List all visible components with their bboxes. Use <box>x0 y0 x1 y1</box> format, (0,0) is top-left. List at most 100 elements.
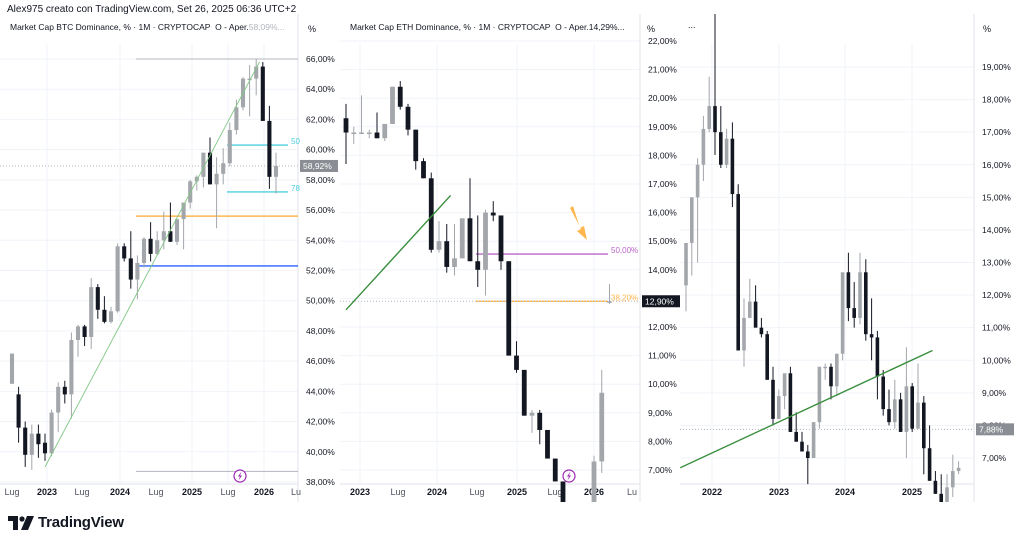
price-axis[interactable]: 19,00% 18,00% 17,00% 16,00% 15,00% 14,00% 13,0… <box>982 62 1011 463</box>
candle-bullish[interactable] <box>254 59 259 96</box>
candlestick-chart-btc[interactable]: 66,00% 64,00% 62,00% 60,00% 58,00% 56,00% 54,0… <box>0 14 340 502</box>
candle-bullish[interactable] <box>904 347 909 458</box>
time-axis[interactable]: Lug 2023 Lug 2024 Lug 2025 Lug 2026 Lu <box>4 487 301 497</box>
candle-bearish[interactable] <box>545 429 550 459</box>
candle-bearish[interactable] <box>506 261 512 356</box>
candle-bearish[interactable] <box>806 444 810 485</box>
candle-bearish[interactable] <box>397 81 403 110</box>
candle-bullish[interactable] <box>359 95 364 135</box>
chart-panel-eth-dominance[interactable]: Market Cap ETH Dominance, % · 1M · CRYPT… <box>340 14 696 502</box>
time-axis[interactable]: 2022 2023 2024 2025 <box>702 487 922 497</box>
candle-bullish[interactable] <box>115 243 120 313</box>
candle-bullish[interactable] <box>161 211 166 250</box>
candle-bearish[interactable] <box>122 243 127 262</box>
candle-bearish[interactable] <box>933 471 938 494</box>
candle-bullish[interactable] <box>742 298 746 367</box>
candle-bullish[interactable] <box>436 221 442 253</box>
candle-bearish[interactable] <box>560 481 566 502</box>
candle-bearish[interactable] <box>62 380 67 404</box>
candle-bearish[interactable] <box>875 330 880 400</box>
candle-bearish[interactable] <box>869 298 874 361</box>
candle-bearish[interactable] <box>736 184 740 351</box>
candle-bearish[interactable] <box>713 14 717 155</box>
price-axis[interactable]: 66,00% 64,00% 62,00% 60,00% 58,00% 56,00% 54,0… <box>306 54 335 487</box>
candle-bullish[interactable] <box>390 86 395 124</box>
candle-bullish[interactable] <box>214 157 219 229</box>
candle-bullish[interactable] <box>707 76 711 133</box>
candle-bearish[interactable] <box>16 386 21 443</box>
chart-legend-title[interactable]: Market Cap ETH Dominance, % · 1M · CRYPT… <box>350 22 625 32</box>
candle-bullish[interactable] <box>181 202 186 250</box>
candle-bullish[interactable] <box>951 454 955 498</box>
candle-bearish[interactable] <box>168 202 173 242</box>
candle-bullish[interactable] <box>840 272 845 361</box>
candle-bullish[interactable] <box>155 231 160 256</box>
candle-bullish[interactable] <box>591 455 597 502</box>
more-options-icon[interactable]: ... <box>688 20 696 30</box>
candle-bullish[interactable] <box>748 278 752 318</box>
candle-bullish[interactable] <box>273 152 279 194</box>
candle-bearish[interactable] <box>148 222 153 262</box>
candlestick-chart-eth[interactable]: 22,00% 21,00% 20,00% 19,00% 18,00% 17,00% 16,0… <box>340 14 680 502</box>
candle-bearish[interactable] <box>428 172 434 253</box>
candle-bearish[interactable] <box>521 369 527 416</box>
candle-bearish[interactable] <box>788 366 793 432</box>
candle-bullish[interactable] <box>483 209 488 296</box>
candle-bearish[interactable] <box>374 112 380 139</box>
candle-bullish[interactable] <box>811 422 816 458</box>
candle-bullish[interactable] <box>607 284 612 305</box>
candle-bullish[interactable] <box>777 389 781 419</box>
candle-bullish[interactable] <box>247 65 252 117</box>
arrow-annotation-icon[interactable] <box>570 206 587 240</box>
candle-bullish[interactable] <box>956 461 961 475</box>
chart-legend-title[interactable]: Market Cap BTC Dominance, % · 1M · CRYPT… <box>10 22 285 32</box>
candle-bearish[interactable] <box>829 363 833 400</box>
candle-bearish[interactable] <box>719 106 723 169</box>
candle-bearish[interactable] <box>537 409 543 445</box>
candle-bullish[interactable] <box>9 353 15 384</box>
candle-bullish[interactable] <box>108 306 114 324</box>
candle-bullish[interactable] <box>69 332 74 419</box>
candle-bearish[interactable] <box>475 215 481 287</box>
candlestick-chart-third[interactable]: 19,00% 18,00% 17,00% 16,00% 15,00% 14,00% 13,0… <box>680 14 1024 502</box>
trend-line[interactable] <box>345 194 452 311</box>
candle-bullish[interactable] <box>529 409 535 433</box>
candle-bullish[interactable] <box>916 363 920 429</box>
candle-bearish[interactable] <box>82 324 87 347</box>
candle-bearish[interactable] <box>552 458 558 482</box>
candle-bearish[interactable] <box>490 201 496 222</box>
candle-bearish[interactable] <box>405 103 411 136</box>
candle-bearish[interactable] <box>498 215 504 270</box>
candle-bearish[interactable] <box>939 474 943 502</box>
candle-bullish[interactable] <box>684 242 688 312</box>
candle-bearish[interactable] <box>852 282 856 328</box>
candle-bearish[interactable] <box>128 231 133 289</box>
tradingview-logo[interactable]: TradingView <box>8 514 124 531</box>
candle-bullish[interactable] <box>817 366 822 429</box>
candle-bullish[interactable] <box>49 409 54 457</box>
candle-bearish[interactable] <box>887 389 891 426</box>
lightning-event-icon[interactable] <box>233 469 247 483</box>
candle-bullish[interactable] <box>382 123 388 142</box>
candle-bullish[interactable] <box>452 224 457 276</box>
candle-bullish[interactable] <box>221 148 226 185</box>
price-axis[interactable]: 22,00% 21,00% 20,00% 19,00% 18,00% 17,00% 16,0… <box>648 36 677 475</box>
candle-bearish[interactable] <box>421 158 426 179</box>
candle-bearish[interactable] <box>881 370 885 416</box>
candle-bearish[interactable] <box>864 259 868 341</box>
candle-bullish[interactable] <box>194 175 199 191</box>
candle-bullish[interactable] <box>29 424 34 470</box>
candle-bullish[interactable] <box>227 122 232 167</box>
candle-bullish[interactable] <box>701 115 706 182</box>
candle-bullish[interactable] <box>599 369 605 473</box>
candle-bearish[interactable] <box>794 412 798 442</box>
candle-bullish[interactable] <box>56 382 61 433</box>
candle-bullish[interactable] <box>459 218 465 259</box>
candle-bearish[interactable] <box>927 425 932 481</box>
chart-panel-third[interactable]: % 19,00% 18,00% 17,00% 16,00% 15,00% 14,00% 13… <box>680 14 1024 502</box>
candle-bearish[interactable] <box>260 62 265 121</box>
candle-bearish[interactable] <box>267 105 272 189</box>
candle-bullish[interactable] <box>366 129 372 139</box>
candle-bullish[interactable] <box>893 379 897 429</box>
candle-bullish[interactable] <box>690 197 694 276</box>
